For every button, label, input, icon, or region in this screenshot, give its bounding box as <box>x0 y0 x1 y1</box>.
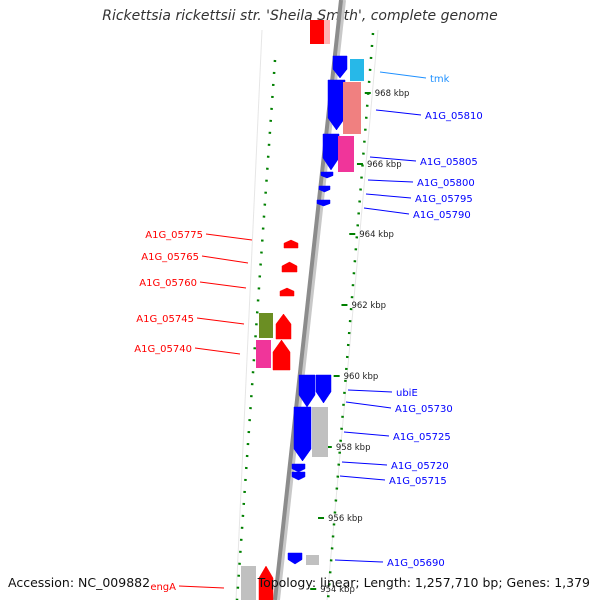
cog-box-top-partial <box>324 20 330 44</box>
cog-box-olive <box>259 313 273 338</box>
gene-arrow-a1g-05775 <box>283 239 299 249</box>
leader-line <box>205 233 253 241</box>
gene-arrow-a1g-05725 <box>293 406 312 462</box>
map-title: Rickettsia rickettsii str. 'Sheila Smith… <box>102 8 498 24</box>
gene-arrow-a1g-05810 <box>327 79 346 131</box>
gene-label: A1G_05730 <box>395 404 453 415</box>
cog-box-cyan <box>350 59 364 81</box>
tick-label: 962 kbp <box>351 301 386 311</box>
gene-arrow-a1g-05795 <box>318 185 331 193</box>
gene-arrow-a1g-05745 <box>275 313 292 340</box>
accession-text: Accession: NC_009882 <box>8 575 151 590</box>
leader-line <box>341 461 388 466</box>
gene-arrow-enga <box>258 565 274 600</box>
gene-label: A1G_05740 <box>134 344 192 355</box>
leader-line <box>334 559 384 563</box>
gene-label: ubiE <box>396 388 418 399</box>
gene-label: A1G_05720 <box>391 461 449 472</box>
tick-label: 954 kbp <box>320 585 355 595</box>
leader-line <box>194 347 241 355</box>
tick-label: 964 kbp <box>359 230 394 240</box>
tick-label: 958 kbp <box>336 443 371 453</box>
gene-arrow-a1g-05800 <box>320 171 334 179</box>
leader-line <box>178 585 225 589</box>
tick-label: 966 kbp <box>367 160 402 170</box>
cog-box-grey-2 <box>241 566 256 600</box>
gene-arrow-a1g-05720 <box>291 463 306 473</box>
gene-label: A1G_05725 <box>393 432 451 443</box>
gene-label: tmk <box>430 74 450 85</box>
leader-line <box>369 156 417 162</box>
leader-line <box>367 179 414 183</box>
gene-label: A1G_05810 <box>425 111 483 122</box>
cog-box-salmon <box>343 82 361 134</box>
leader-line <box>347 389 393 393</box>
leader-line <box>345 401 392 409</box>
leader-line <box>201 255 249 264</box>
gene-arrow-top-partial <box>310 20 324 44</box>
leader-line <box>339 475 386 481</box>
gene-arrow-a1g-05730 <box>298 374 316 408</box>
left-guide <box>235 29 263 600</box>
gene-label: A1G_05690 <box>387 558 445 569</box>
gene-label: engA <box>150 582 176 593</box>
gene-label: A1G_05795 <box>415 194 473 205</box>
gene-label: A1G_05805 <box>420 157 478 168</box>
tick-label: 960 kbp <box>344 372 379 382</box>
gene-label: A1G_05775 <box>145 230 203 241</box>
cog-box-pink-2 <box>256 340 271 368</box>
topology-text: Topology: linear; Length: 1,257,710 bp; … <box>257 575 590 590</box>
gene-label: A1G_05745 <box>136 314 194 325</box>
gene-arrow-a1g-05715 <box>291 471 306 481</box>
tick-label: 968 kbp <box>375 89 410 99</box>
cog-box-pink <box>338 136 354 172</box>
leader-line <box>375 109 422 116</box>
gene-arrow-a1g-05805 <box>322 133 340 171</box>
leader-line <box>365 193 412 199</box>
tick-label: 956 kbp <box>328 514 363 524</box>
gene-label: A1G_05760 <box>139 278 197 289</box>
gene-arrow-ubie <box>315 374 332 404</box>
gene-label: A1G_05765 <box>141 252 199 263</box>
right-guide <box>326 29 379 600</box>
gene-arrow-a1g-05690 <box>287 552 303 565</box>
gene-arrow-a1g-05760 <box>279 287 295 297</box>
gene-arrow-a1g-05790 <box>316 199 331 207</box>
leader-line <box>196 317 245 325</box>
leader-line <box>343 431 390 437</box>
leader-line <box>379 71 427 79</box>
gene-label: A1G_05790 <box>413 210 471 221</box>
gene-label: A1G_05715 <box>389 476 447 487</box>
gene-arrow-a1g-05740 <box>272 339 291 371</box>
cog-box-grey-small <box>306 555 319 565</box>
gene-arrow-a1g-05765 <box>281 261 298 273</box>
gene-label: A1G_05800 <box>417 178 475 189</box>
leader-line <box>199 281 247 289</box>
gene-arrow-tmk <box>332 55 348 79</box>
leader-line <box>363 207 410 215</box>
cog-box-grey <box>312 407 328 457</box>
